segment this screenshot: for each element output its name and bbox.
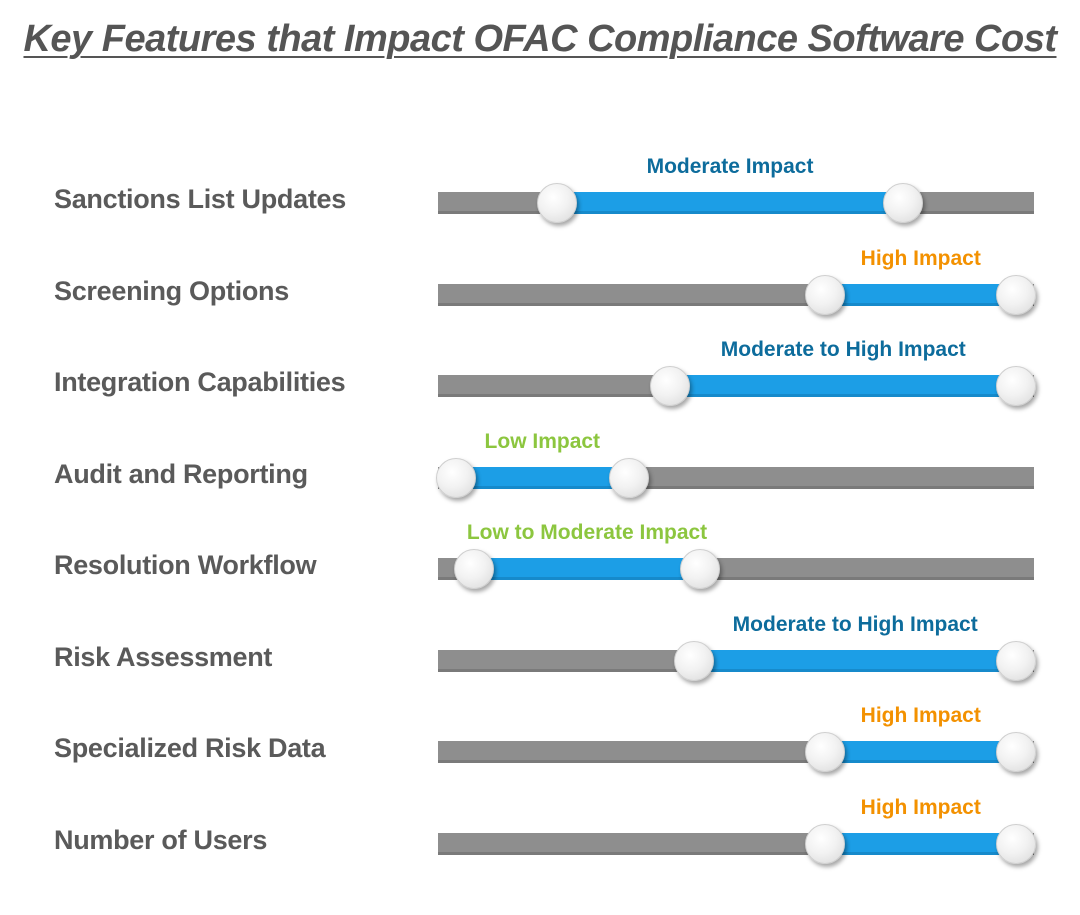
range-end-knob[interactable] [996,275,1037,315]
feature-label: Risk Assessment [54,642,273,672]
impact-range-fill [825,284,1017,306]
impact-label: High Impact [860,704,981,727]
impact-range-fill [825,833,1017,855]
chart-title: Key Features that Impact OFAC Compliance… [23,18,1057,60]
impact-label: Low Impact [484,430,601,453]
impact-range-fill [557,192,903,214]
range-start-knob[interactable] [805,824,846,864]
range-end-knob[interactable] [996,641,1037,681]
feature-label: Sanctions List Updates [54,184,346,214]
feature-label: Audit and Reporting [54,459,308,489]
impact-range-fill [455,467,629,489]
impact-label: Moderate to High Impact [732,613,978,636]
impact-label: Moderate to High Impact [720,338,966,361]
range-end-knob[interactable] [608,458,649,498]
range-start-knob[interactable] [805,732,846,772]
range-end-knob[interactable] [680,549,721,589]
range-start-knob[interactable] [650,366,691,406]
feature-label: Resolution Workflow [54,550,317,580]
impact-range-fill [670,375,1017,397]
impact-label: High Impact [860,796,981,819]
impact-range-fill [694,650,1017,672]
feature-label: Integration Capabilities [54,367,346,397]
range-start-knob[interactable] [453,549,494,589]
impact-label: High Impact [860,247,981,270]
range-start-knob[interactable] [435,458,476,498]
range-end-knob[interactable] [996,732,1037,772]
feature-label: Specialized Risk Data [54,733,326,763]
range-end-knob[interactable] [882,183,923,223]
range-start-knob[interactable] [537,183,578,223]
range-end-knob[interactable] [996,824,1037,864]
feature-label: Number of Users [54,825,268,855]
impact-label: Moderate Impact [646,155,814,178]
impact-range-fill [473,558,701,580]
range-end-knob[interactable] [996,366,1037,406]
range-start-knob[interactable] [805,275,846,315]
impact-range-fill [825,741,1017,763]
impact-label: Low to Moderate Impact [466,521,708,544]
feature-label: Screening Options [54,276,289,306]
range-start-knob[interactable] [674,641,715,681]
